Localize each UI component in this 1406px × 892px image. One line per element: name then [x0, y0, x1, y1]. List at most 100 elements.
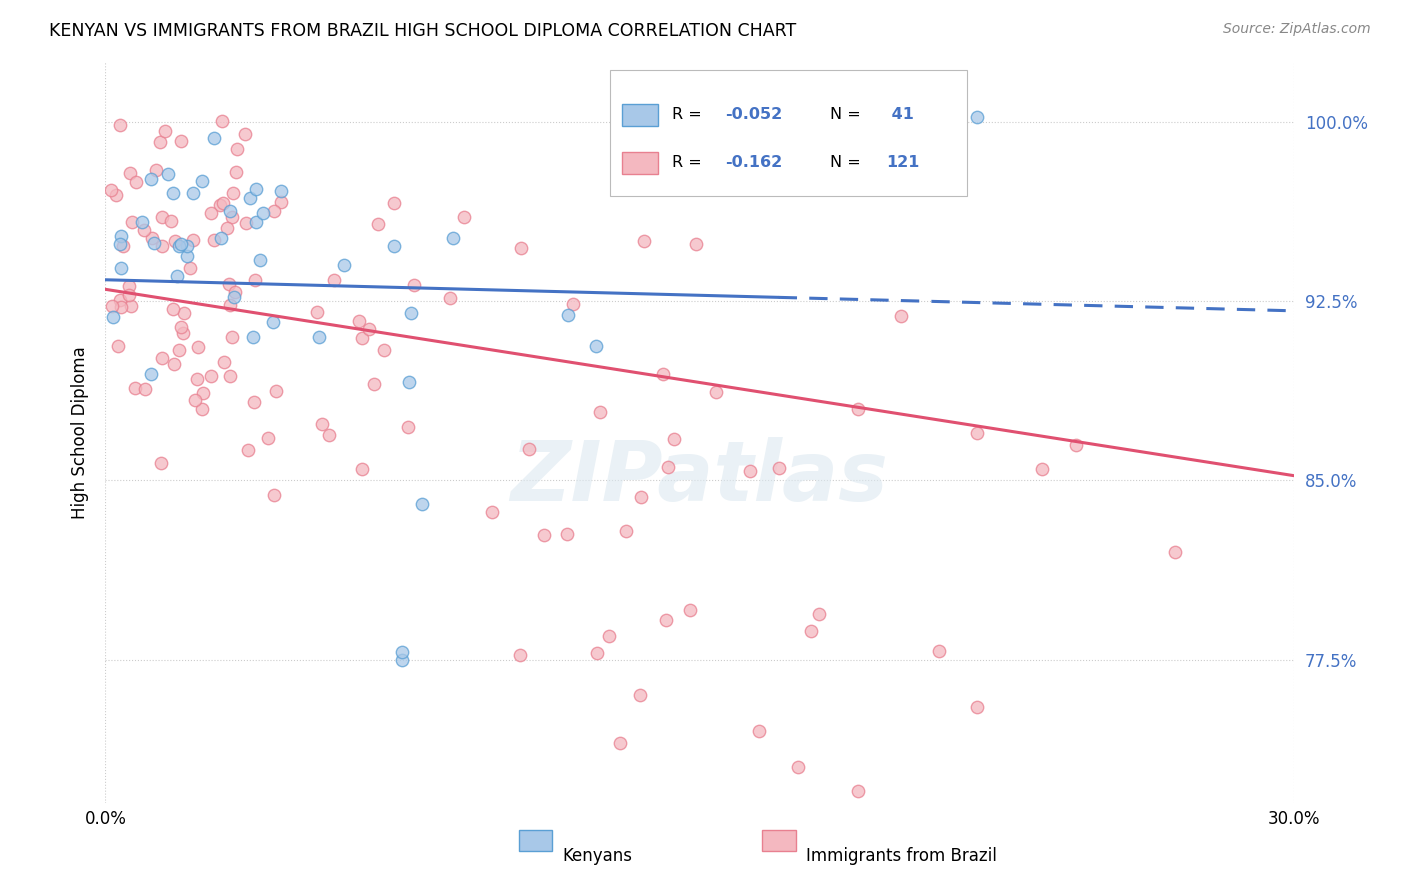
Text: Source: ZipAtlas.com: Source: ZipAtlas.com — [1223, 22, 1371, 37]
Point — [1064, 437, 1087, 451]
Point — [104, 187, 127, 202]
Point — [846, 401, 869, 416]
Point — [1031, 462, 1053, 476]
Point — [657, 460, 679, 475]
Point — [186, 371, 208, 385]
Point — [172, 326, 194, 341]
Point — [100, 183, 122, 197]
Point — [264, 384, 287, 398]
FancyBboxPatch shape — [762, 830, 796, 851]
Point — [633, 234, 655, 248]
Point — [928, 644, 950, 658]
Point — [218, 204, 240, 219]
Point — [373, 343, 395, 357]
Point — [110, 229, 132, 244]
Point — [382, 239, 405, 253]
Point — [121, 214, 143, 228]
Point — [202, 233, 225, 247]
Point — [162, 301, 184, 316]
Point — [391, 652, 413, 666]
Point — [318, 428, 340, 442]
Point — [131, 215, 153, 229]
Text: 41: 41 — [886, 107, 914, 122]
Point — [738, 464, 761, 478]
Point — [242, 330, 264, 344]
Point — [333, 258, 356, 272]
Point — [191, 401, 214, 416]
Point — [441, 231, 464, 245]
Point — [966, 111, 988, 125]
Point — [239, 191, 262, 205]
Point — [768, 461, 790, 475]
Point — [263, 488, 285, 502]
Point — [391, 645, 413, 659]
Point — [193, 385, 215, 400]
Point — [108, 293, 131, 307]
Point — [307, 305, 329, 319]
Point — [846, 784, 869, 798]
Text: Immigrants from Brazil: Immigrants from Brazil — [807, 847, 997, 865]
Text: -0.052: -0.052 — [725, 107, 783, 122]
Point — [218, 298, 240, 312]
Point — [585, 647, 607, 661]
Point — [139, 367, 162, 381]
Point — [169, 134, 191, 148]
Point — [142, 236, 165, 251]
Point — [150, 211, 173, 225]
Point — [162, 186, 184, 200]
Point — [651, 368, 673, 382]
Point — [679, 603, 702, 617]
Point — [165, 234, 187, 248]
Text: N =: N = — [830, 155, 866, 170]
Point — [176, 239, 198, 253]
Point — [211, 113, 233, 128]
Point — [110, 301, 132, 315]
Point — [363, 376, 385, 391]
Point — [966, 700, 988, 714]
Point — [614, 524, 637, 539]
Point — [243, 395, 266, 409]
Point — [557, 308, 579, 322]
Point — [157, 167, 180, 181]
Text: R =: R = — [672, 107, 707, 122]
Point — [124, 381, 146, 395]
Text: 121: 121 — [886, 155, 920, 170]
Point — [404, 278, 426, 293]
Point — [173, 306, 195, 320]
Point — [398, 375, 420, 389]
Point — [966, 425, 988, 440]
Point — [453, 210, 475, 224]
Point — [141, 230, 163, 244]
Point — [662, 432, 685, 446]
Point — [359, 322, 381, 336]
Point — [609, 736, 631, 750]
Point — [152, 351, 174, 365]
Point — [382, 196, 405, 211]
Point — [808, 607, 831, 622]
Point — [219, 369, 242, 384]
Point — [628, 689, 651, 703]
Text: N =: N = — [830, 107, 866, 122]
Point — [107, 339, 129, 353]
Point — [221, 330, 243, 344]
Point — [167, 239, 190, 253]
Point — [170, 236, 193, 251]
Point — [184, 393, 207, 408]
Point — [187, 340, 209, 354]
Point — [519, 442, 541, 456]
Point — [209, 230, 232, 244]
Point — [110, 261, 132, 276]
Point — [263, 203, 285, 218]
Point — [103, 310, 125, 324]
Point — [236, 442, 259, 457]
Point — [170, 320, 193, 334]
Point — [120, 299, 142, 313]
Point — [108, 119, 131, 133]
Point — [211, 195, 233, 210]
Point — [352, 462, 374, 476]
Point — [225, 165, 247, 179]
Text: -0.162: -0.162 — [725, 155, 783, 170]
Point — [134, 382, 156, 396]
Point — [787, 760, 810, 774]
Point — [1164, 545, 1187, 559]
